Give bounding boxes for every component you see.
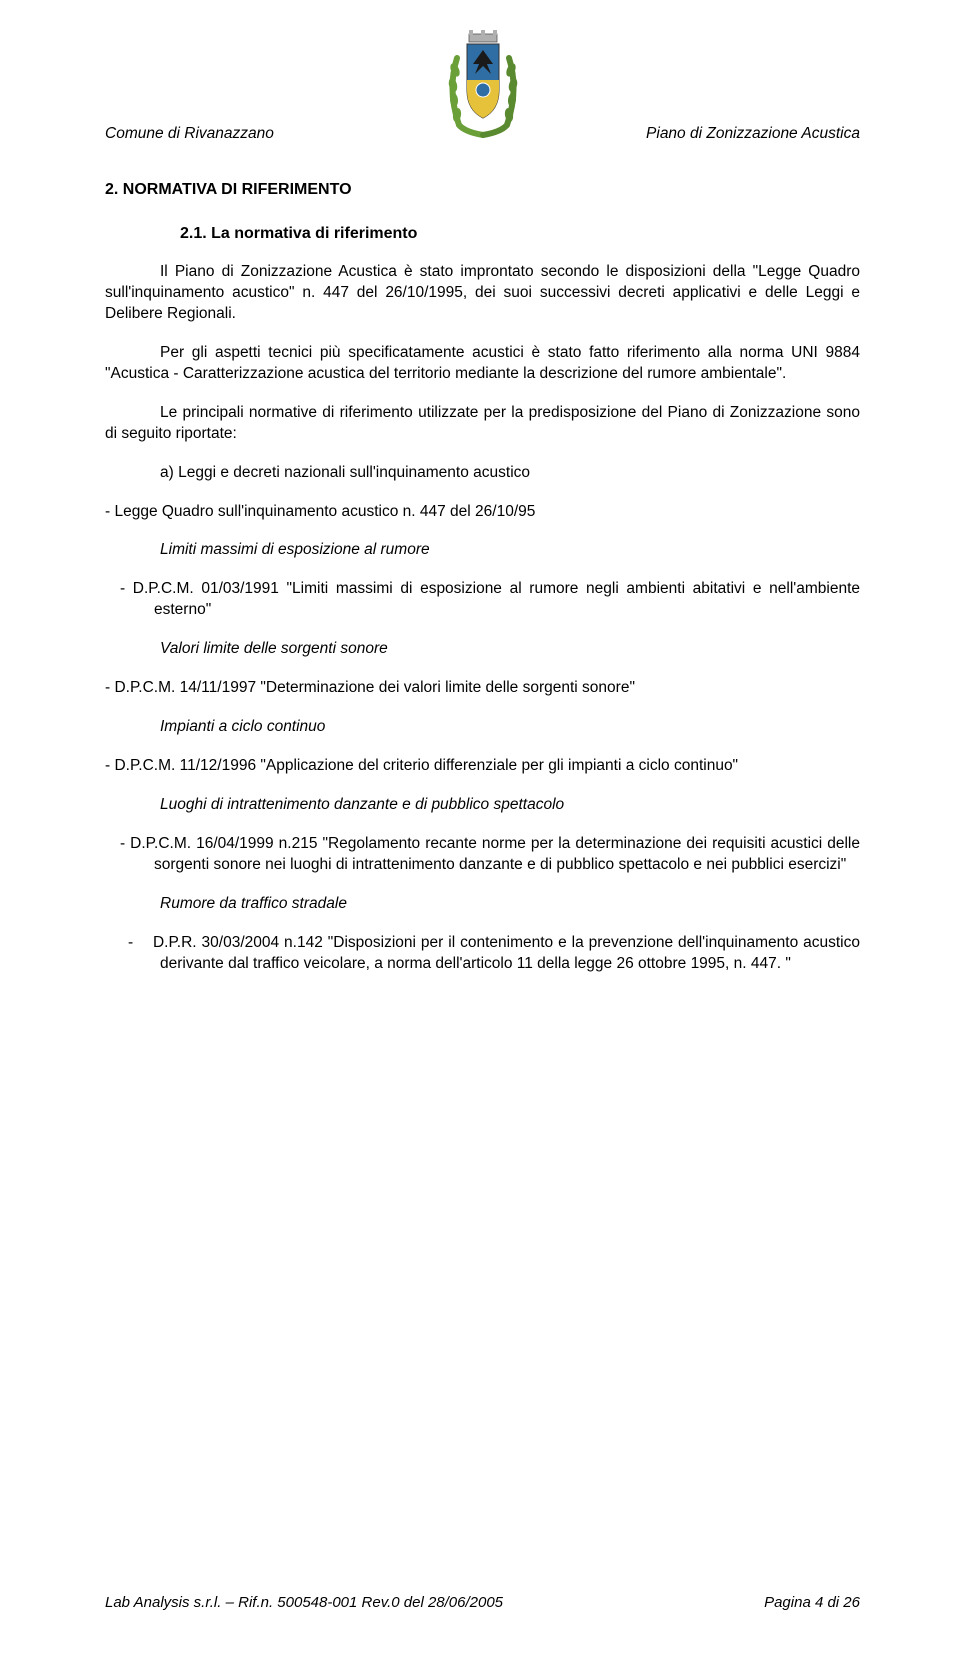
page-footer: Lab Analysis s.r.l. – Rif.n. 500548-001 … [105, 1594, 860, 1611]
category-label: Valori limite delle sorgenti sonore [160, 639, 860, 660]
category-label: Limiti massimi di esposizione al rumore [160, 540, 860, 561]
paragraph: Per gli aspetti tecnici più specificatam… [105, 343, 860, 385]
page-header: Comune di Rivanazzano [105, 30, 860, 145]
category-label: Luoghi di intrattenimento danzante e di … [160, 795, 860, 816]
footer-right: Pagina 4 di 26 [764, 1594, 860, 1611]
law-reference: - D.P.C.M. 16/04/1999 n.215 "Regolamento… [120, 834, 860, 876]
law-reference-text: D.P.R. 30/03/2004 n.142 "Disposizioni pe… [153, 934, 860, 972]
law-reference: - D.P.R. 30/03/2004 n.142 "Disposizioni … [105, 933, 860, 975]
law-reference: - Legge Quadro sull'inquinamento acustic… [105, 502, 860, 523]
section-title: 2. NORMATIVA DI RIFERIMENTO [105, 179, 860, 201]
coat-of-arms-icon [443, 30, 523, 140]
footer-left: Lab Analysis s.r.l. – Rif.n. 500548-001 … [105, 1594, 503, 1611]
paragraph: Le principali normative di riferimento u… [105, 403, 860, 445]
law-reference: - D.P.C.M. 11/12/1996 "Applicazione del … [105, 756, 860, 777]
law-reference: - D.P.C.M. 01/03/1991 "Limiti massimi di… [120, 579, 860, 621]
header-right-text: Piano di Zonizzazione Acustica [646, 124, 860, 145]
category-label: Rumore da traffico stradale [160, 894, 860, 915]
category-label: Impianti a ciclo continuo [160, 717, 860, 738]
law-reference: - D.P.C.M. 14/11/1997 "Determinazione de… [105, 678, 860, 699]
header-left-text: Comune di Rivanazzano [105, 124, 274, 145]
subsection-title: 2.1. La normativa di riferimento [180, 223, 860, 245]
paragraph: Il Piano di Zonizzazione Acustica è stat… [105, 262, 860, 325]
list-heading-a: a) Leggi e decreti nazionali sull'inquin… [160, 463, 860, 484]
